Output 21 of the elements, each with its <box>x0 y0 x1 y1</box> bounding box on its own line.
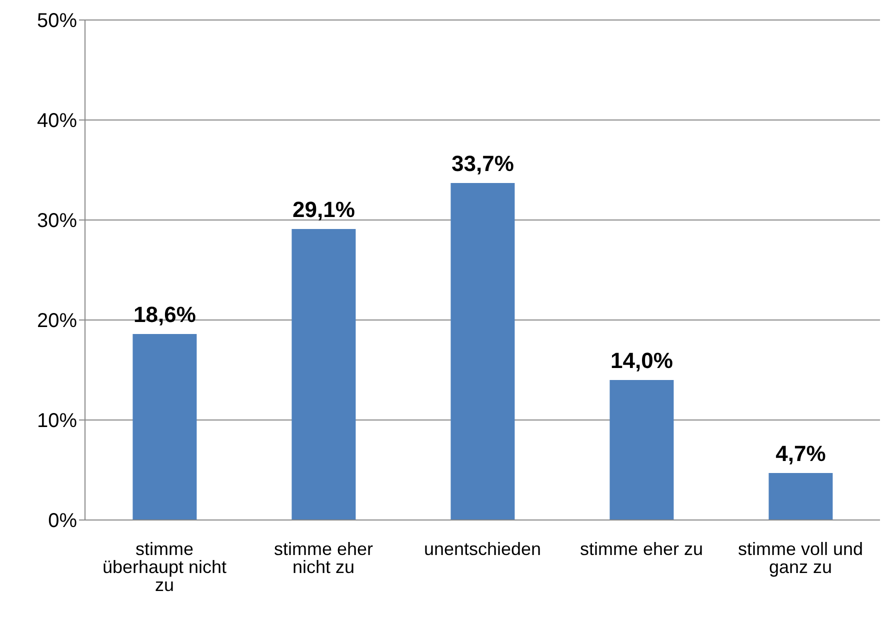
data-label: 29,1% <box>292 197 355 222</box>
y-tick-label: 50% <box>36 10 78 32</box>
y-tick-label: 20% <box>36 310 78 332</box>
x-tick-label: stimme voll und ganz zu <box>738 538 864 577</box>
bar <box>768 473 833 520</box>
data-label: 14,0% <box>610 348 673 373</box>
bar <box>450 183 515 520</box>
bar <box>292 229 356 520</box>
bar <box>610 380 674 520</box>
x-tick-label: stimme eher nicht zu <box>274 538 374 577</box>
data-label: 4,7% <box>776 441 826 466</box>
y-tick-label: 10% <box>36 410 78 432</box>
x-tick-label: unentschieden <box>424 538 542 559</box>
y-tick-label: 40% <box>36 110 78 132</box>
data-label: 33,7% <box>452 151 514 176</box>
x-tick-label: stimme überhaupt nicht zu <box>102 538 227 595</box>
x-tick-label: stimme eher zu <box>580 538 704 559</box>
y-tick-label: 0% <box>48 510 78 532</box>
y-tick-label: 30% <box>36 210 78 232</box>
bar <box>132 334 197 520</box>
data-label: 18,6% <box>134 302 196 327</box>
